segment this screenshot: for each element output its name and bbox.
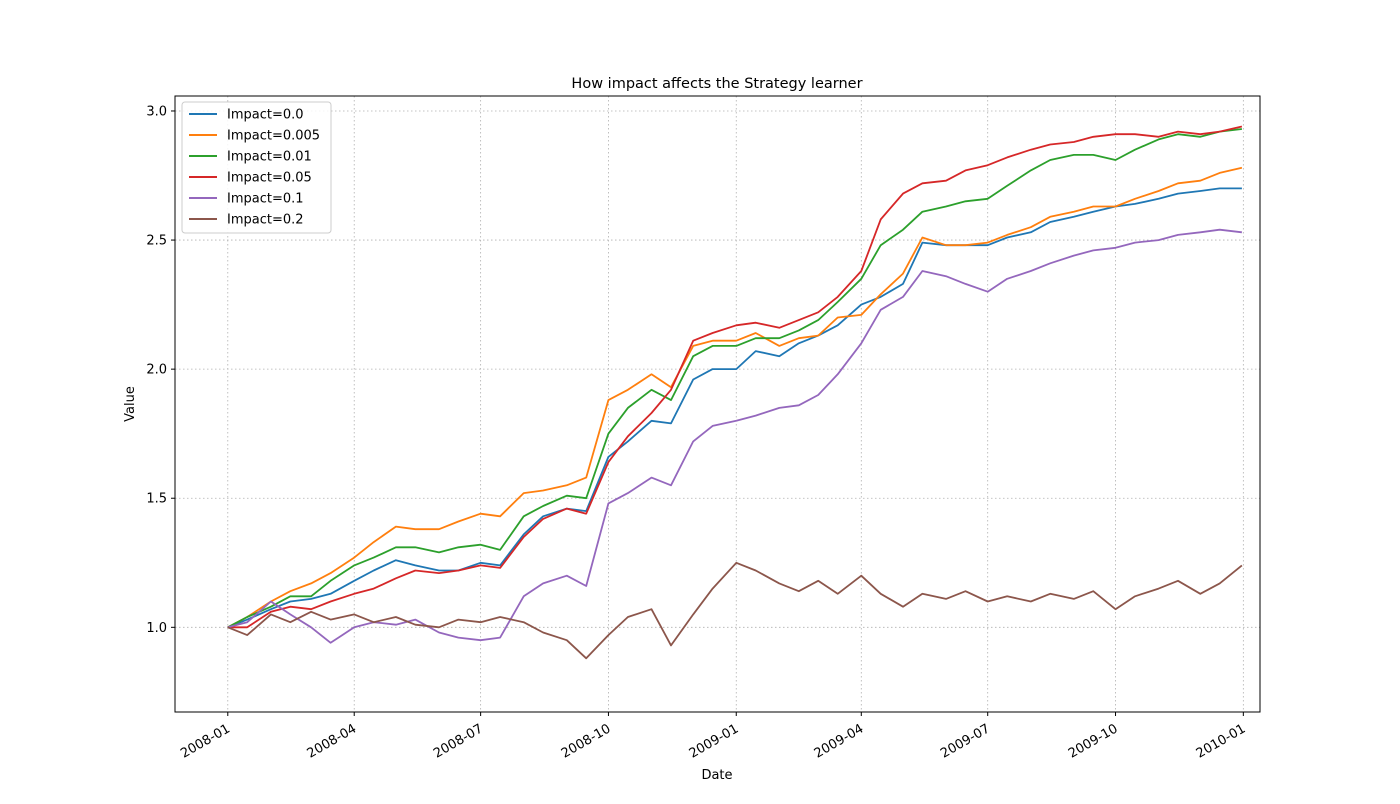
legend-label: Impact=0.0 — [227, 108, 304, 123]
legend-label: Impact=0.01 — [227, 150, 312, 165]
series-line-1 — [227, 166, 1243, 629]
y-tick-label: 1.0 — [146, 621, 167, 636]
legend-label: Impact=0.005 — [227, 129, 320, 144]
legend: Impact=0.0 Impact=0.005 Impact=0.01 Impact=… — [181, 101, 332, 234]
chart-title: How impact affects the Strategy learner — [571, 76, 862, 92]
series-line-5 — [227, 561, 1243, 660]
x-axis-label: Date — [701, 768, 732, 783]
y-tick-label: 2.0 — [146, 363, 167, 378]
series-line-2 — [227, 128, 1243, 629]
legend-label: Impact=0.1 — [227, 192, 304, 207]
legend-label: Impact=0.2 — [227, 213, 304, 228]
y-tick-label: 2.5 — [146, 234, 167, 249]
series-line-0 — [227, 187, 1242, 629]
series-layer — [227, 125, 1243, 660]
axes-frame — [174, 95, 1261, 713]
grid — [175, 96, 1260, 712]
legend-box — [181, 101, 332, 234]
y-tick-label: 3.0 — [146, 104, 167, 119]
y-axis-label: Value — [123, 386, 138, 422]
y-axis-ticks: 1.0 1.5 2.0 2.5 3.0 — [146, 104, 175, 636]
series-line-3 — [227, 125, 1243, 629]
series-line-4 — [227, 228, 1243, 644]
legend-label: Impact=0.05 — [227, 171, 312, 186]
y-tick-label: 1.5 — [146, 492, 167, 507]
